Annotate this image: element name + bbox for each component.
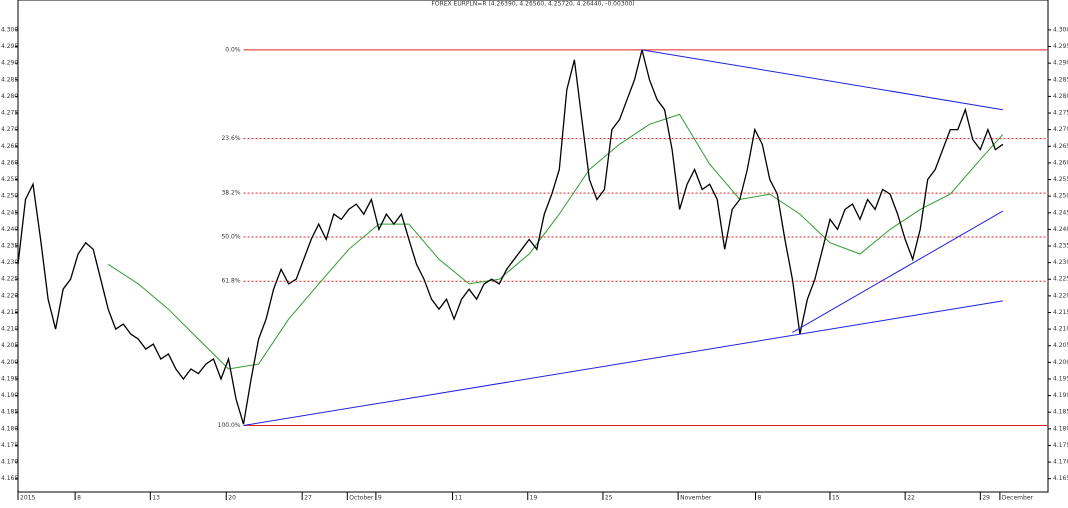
y-tick-label-right: 4.170 xyxy=(1053,459,1068,466)
y-tick-label: 4.250 xyxy=(1,193,18,200)
y-tick-label-right: 4.265 xyxy=(1053,143,1068,150)
y-tick-label-right: 4.210 xyxy=(1053,326,1068,333)
y-tick-label: 4.190 xyxy=(1,392,18,399)
y-tick-label-right: 4.225 xyxy=(1053,276,1068,283)
y-tick-label-right: 4.215 xyxy=(1053,309,1068,316)
trendline xyxy=(792,210,1004,333)
y-tick-label: 4.215 xyxy=(1,309,18,316)
y-tick-label-right: 4.240 xyxy=(1053,226,1068,233)
y-tick-label: 4.295 xyxy=(1,43,18,50)
y-tick-label-right: 4.205 xyxy=(1053,342,1068,349)
fib-label: 50.0% xyxy=(221,234,240,241)
fib-label: 0.0% xyxy=(225,46,241,53)
y-tick-label: 4.205 xyxy=(1,342,18,349)
y-tick-label-right: 4.180 xyxy=(1053,425,1068,432)
y-tick-label: 4.285 xyxy=(1,76,18,83)
series-line xyxy=(17,49,1004,425)
y-tick-label: 4.165 xyxy=(1,475,18,482)
y-tick-label-right: 4.235 xyxy=(1053,243,1068,250)
y-tick-label-right: 4.175 xyxy=(1053,442,1068,449)
y-tick-label: 4.180 xyxy=(1,425,18,432)
y-tick-label: 4.220 xyxy=(1,292,18,299)
x-tick-label: 8 xyxy=(758,495,762,502)
y-tick-label-right: 4.190 xyxy=(1053,392,1068,399)
y-tick-label: 4.275 xyxy=(1,110,18,117)
x-tick-label: 8 xyxy=(77,495,81,502)
x-tick-label: 19 xyxy=(530,495,538,502)
x-tick-label: 11 xyxy=(455,495,463,502)
y-tick-label: 4.170 xyxy=(1,459,18,466)
fib-label: 100.0% xyxy=(218,422,241,429)
y-tick-label-right: 4.260 xyxy=(1053,159,1068,166)
x-tick-label: 20 xyxy=(228,495,236,502)
x-tick-label: 27 xyxy=(304,495,312,502)
y-tick-label: 4.290 xyxy=(1,60,18,67)
y-tick-label-right: 4.295 xyxy=(1053,43,1068,50)
fib-label: 38.2% xyxy=(221,190,240,197)
y-tick-label-right: 4.285 xyxy=(1053,76,1068,83)
x-tick-label: 22 xyxy=(907,495,915,502)
x-tick-label: 2015 xyxy=(20,495,35,502)
y-tick-label: 4.195 xyxy=(1,375,18,382)
x-tick-label: 13 xyxy=(152,495,160,502)
y-tick-label: 4.200 xyxy=(1,359,18,366)
y-tick-label: 4.230 xyxy=(1,259,18,266)
y-tick-label-right: 4.280 xyxy=(1053,93,1068,100)
y-tick-label-right: 4.255 xyxy=(1053,176,1068,183)
y-tick-label: 4.175 xyxy=(1,442,18,449)
chart-title: FOREX EURPLN=R (4.26390, 4.26560, 4.2572… xyxy=(431,1,634,8)
y-tick-label-right: 4.230 xyxy=(1053,259,1068,266)
x-tick-label: November xyxy=(680,495,712,502)
fib-label: 61.8% xyxy=(221,278,240,285)
y-tick-label: 4.235 xyxy=(1,243,18,250)
y-tick-label: 4.265 xyxy=(1,143,18,150)
y-tick-label: 4.185 xyxy=(1,409,18,416)
series-line xyxy=(107,113,1004,370)
x-tick-label: December xyxy=(1002,495,1034,502)
trendline xyxy=(641,49,1003,111)
y-tick-label-right: 4.290 xyxy=(1053,60,1068,67)
y-tick-label-right: 4.185 xyxy=(1053,409,1068,416)
plot-frame xyxy=(17,0,1049,493)
x-tick-label: 29 xyxy=(982,495,990,502)
x-tick-label: 25 xyxy=(605,495,613,502)
y-tick-label: 4.255 xyxy=(1,176,18,183)
y-tick-label: 4.300 xyxy=(1,26,18,33)
y-tick-label: 4.240 xyxy=(1,226,18,233)
y-tick-label-right: 4.165 xyxy=(1053,475,1068,482)
y-tick-label-right: 4.195 xyxy=(1053,375,1068,382)
y-tick-label-right: 4.275 xyxy=(1053,110,1068,117)
y-tick-label-right: 4.245 xyxy=(1053,209,1068,216)
x-tick-label: October xyxy=(349,495,374,502)
y-tick-label-right: 4.270 xyxy=(1053,126,1068,133)
y-tick-label: 4.225 xyxy=(1,276,18,283)
trendline xyxy=(243,300,1003,427)
y-tick-label-right: 4.200 xyxy=(1053,359,1068,366)
y-tick-label-right: 4.220 xyxy=(1053,292,1068,299)
y-tick-label-right: 4.300 xyxy=(1053,26,1068,33)
fib-label: 23.6% xyxy=(221,135,240,142)
y-tick-label-right: 4.250 xyxy=(1053,193,1068,200)
y-tick-label: 4.270 xyxy=(1,126,18,133)
y-tick-label: 4.245 xyxy=(1,209,18,216)
x-tick-label: 15 xyxy=(832,495,840,502)
x-tick-label: 9 xyxy=(378,495,382,502)
y-tick-label: 4.260 xyxy=(1,159,18,166)
y-tick-label: 4.210 xyxy=(1,326,18,333)
y-tick-label: 4.280 xyxy=(1,93,18,100)
